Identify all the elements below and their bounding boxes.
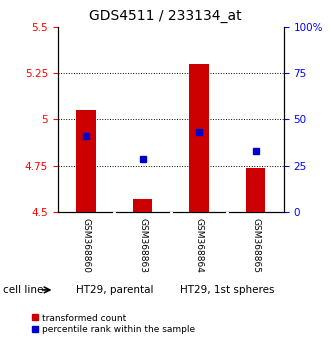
Text: GSM368864: GSM368864: [194, 218, 204, 273]
Text: GSM368863: GSM368863: [138, 218, 147, 273]
Bar: [133, 199, 152, 212]
Bar: [76, 110, 96, 212]
Bar: [246, 168, 265, 212]
Text: GDS4511 / 233134_at: GDS4511 / 233134_at: [89, 9, 241, 23]
Text: cell line: cell line: [3, 285, 44, 295]
Bar: [189, 64, 209, 212]
Text: HT29, 1st spheres: HT29, 1st spheres: [180, 285, 275, 295]
Text: GSM368860: GSM368860: [82, 218, 90, 273]
Text: GSM368865: GSM368865: [251, 218, 260, 273]
Legend: transformed count, percentile rank within the sample: transformed count, percentile rank withi…: [31, 314, 195, 334]
Text: HT29, parental: HT29, parental: [76, 285, 153, 295]
